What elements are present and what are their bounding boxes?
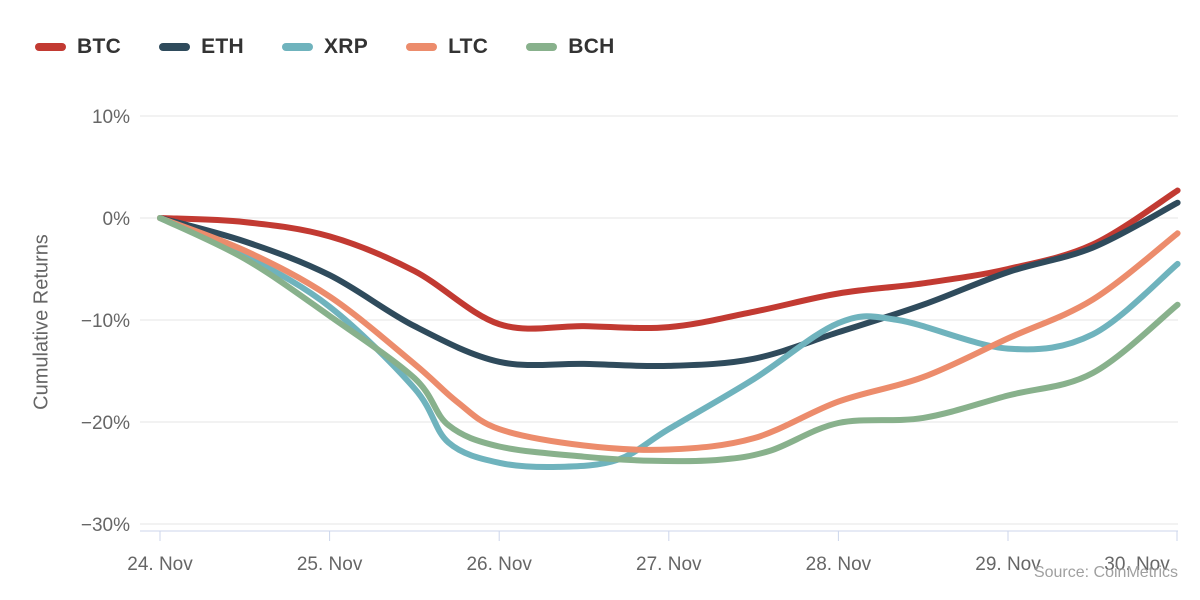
- y-tick-label: −30%: [81, 515, 130, 536]
- legend-swatch: [526, 43, 558, 51]
- legend-item-btc[interactable]: BTC: [35, 35, 121, 59]
- legend-label: BCH: [568, 35, 615, 58]
- legend-label: BTC: [77, 35, 122, 58]
- y-tick-label: −10%: [81, 311, 130, 332]
- y-tick-label: −20%: [81, 413, 130, 434]
- series-line-ltc[interactable]: [157, 215, 1181, 453]
- legend-label: ETH: [201, 35, 244, 58]
- legend-swatch: [406, 43, 438, 51]
- series-line-btc[interactable]: [157, 187, 1181, 332]
- legend-swatch: [281, 43, 313, 51]
- y-tick-label: 0%: [103, 209, 131, 230]
- x-tick-label: 26. Nov: [466, 554, 532, 575]
- x-tick-label: 28. Nov: [806, 554, 872, 575]
- legend-item-ltc[interactable]: LTC: [406, 35, 488, 59]
- series-line-xrp[interactable]: [157, 215, 1181, 471]
- series-line-eth[interactable]: [157, 199, 1181, 370]
- legend-label: XRP: [323, 35, 369, 58]
- legend-item-xrp[interactable]: XRP: [281, 35, 369, 59]
- legend: BTC ETH XRP LTC BCH: [35, 35, 615, 59]
- legend-item-bch[interactable]: BCH: [526, 35, 614, 59]
- legend-swatch: [159, 43, 191, 51]
- legend-label: LTC: [448, 35, 489, 58]
- x-tick-label: 29. Nov: [975, 554, 1041, 575]
- y-tick-label: 10%: [92, 107, 130, 128]
- x-tick-label: 30. Nov: [1104, 554, 1170, 575]
- x-tick-label: 27. Nov: [636, 554, 702, 575]
- legend-item-eth[interactable]: ETH: [159, 35, 244, 59]
- x-tick-label: 24. Nov: [127, 554, 193, 575]
- x-tick-label: 25. Nov: [297, 554, 363, 575]
- series-line-bch[interactable]: [157, 215, 1181, 465]
- y-axis-title: Cumulative Returns: [30, 234, 53, 410]
- source-credit: Source: CoinMetrics: [1033, 564, 1178, 581]
- legend-swatch: [35, 43, 66, 51]
